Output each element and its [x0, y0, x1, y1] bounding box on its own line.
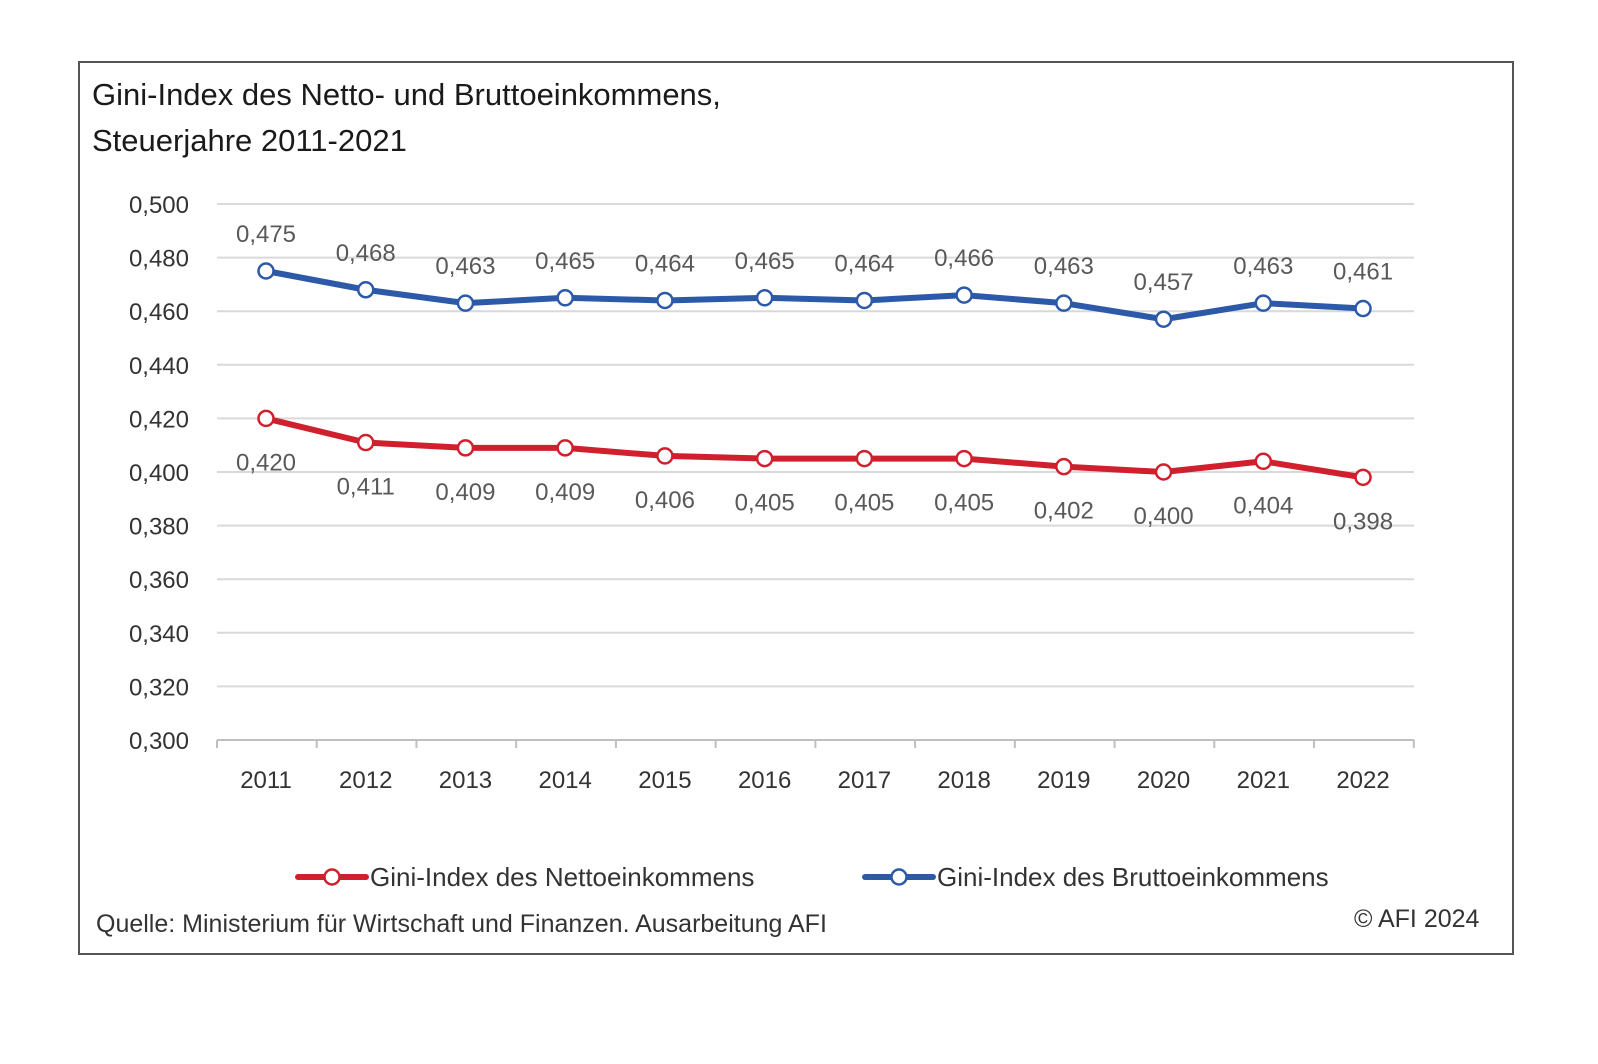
- data-label: 0,405: [834, 490, 894, 517]
- y-axis: 0,300 0,320 0,340 0,360 0,380 0,400 0,420 0,440…: [129, 192, 189, 755]
- copyright-note: © AFI 2024: [1354, 905, 1480, 933]
- data-point: [855, 291, 874, 310]
- x-tick-label: 2015: [638, 767, 691, 794]
- chart-title: Gini-Index des Netto- und Bruttoeinkomme…: [92, 72, 721, 164]
- data-label: 0,405: [934, 490, 994, 517]
- data-point: [755, 449, 774, 468]
- y-tick-label: 0,500: [129, 192, 189, 219]
- legend-marker-swatch: [890, 868, 908, 886]
- y-tick-label: 0,380: [129, 514, 189, 541]
- y-tick-label: 0,460: [129, 299, 189, 326]
- y-tick-label: 0,300: [129, 728, 189, 755]
- data-label: 0,461: [1333, 259, 1393, 286]
- data-label: 0,420: [236, 449, 296, 476]
- x-tick-label: 2014: [538, 767, 591, 794]
- data-labels: 0,420 0,411 0,409 0,409 0,406 0,405 0,405 0,405…: [236, 221, 1393, 535]
- y-tick-label: 0,480: [129, 246, 189, 273]
- data-point: [656, 291, 674, 310]
- data-point: [356, 281, 375, 299]
- x-tick-label: 2020: [1137, 767, 1190, 794]
- data-label: 0,411: [337, 474, 395, 501]
- data-label: 0,409: [535, 479, 595, 506]
- chart-frame: [78, 61, 1514, 955]
- data-label: 0,463: [435, 253, 495, 280]
- y-tick-label: 0,320: [129, 674, 189, 701]
- data-label: 0,463: [1034, 253, 1094, 280]
- data-label: 0,475: [236, 221, 296, 248]
- y-tick-label: 0,440: [129, 353, 189, 380]
- x-tick-label: 2013: [439, 767, 492, 794]
- legend[interactable]: Gini-Index des Nettoeinkommens Gini-Index…: [295, 862, 1329, 892]
- x-tick-label: 2022: [1336, 767, 1389, 794]
- y-tick-label: 0,360: [129, 567, 189, 594]
- data-label: 0,402: [1034, 498, 1094, 525]
- data-point: [456, 439, 475, 457]
- data-label: 0,400: [1134, 503, 1194, 530]
- data-label: 0,405: [735, 490, 795, 517]
- x-axis: 2011 2012 2013 2014 2015 2016 2017 2018 2019 2020…: [216, 740, 1415, 794]
- data-label: 0,466: [934, 245, 994, 272]
- data-point: [1055, 457, 1073, 476]
- data-label: 0,463: [1233, 253, 1293, 280]
- data-point: [456, 294, 475, 312]
- data-point: [755, 289, 774, 307]
- chart-title-line-2: Steuerjahre 2011-2021: [92, 123, 407, 158]
- data-label: 0,406: [635, 487, 695, 514]
- series-line: [263, 415, 1367, 481]
- data-point: [356, 433, 375, 452]
- x-tick-label: 2016: [738, 767, 791, 794]
- series-group: [257, 262, 1372, 487]
- series-line: [263, 268, 1367, 323]
- y-tick-label: 0,400: [129, 460, 189, 487]
- legend-label: Gini-Index des Nettoeinkommens: [370, 862, 754, 892]
- data-point: [257, 262, 275, 280]
- data-label: 0,404: [1233, 492, 1293, 519]
- data-point: [1254, 294, 1273, 312]
- data-point: [1154, 310, 1173, 328]
- data-point: [556, 289, 574, 307]
- data-label: 0,468: [336, 240, 396, 267]
- y-tick-label: 0,420: [129, 406, 189, 433]
- data-point: [955, 449, 973, 468]
- data-point: [955, 286, 973, 304]
- legend-item[interactable]: Gini-Index des Nettoeinkommens: [295, 862, 754, 892]
- data-label: 0,409: [435, 479, 495, 506]
- data-point: [1154, 463, 1173, 481]
- data-point: [1354, 299, 1372, 318]
- legend-marker-swatch: [323, 868, 341, 886]
- legend-item[interactable]: Gini-Index des Bruttoeinkommens: [862, 862, 1329, 892]
- x-tick-label: 2019: [1037, 767, 1090, 794]
- data-label: 0,457: [1134, 269, 1194, 296]
- x-tick-label: 2018: [937, 767, 990, 794]
- chart-title-line-1: Gini-Index des Netto- und Bruttoeinkomme…: [92, 77, 721, 112]
- x-tick-label: 2012: [339, 767, 392, 794]
- x-tick-label: 2011: [240, 767, 292, 794]
- data-point: [656, 447, 674, 465]
- data-point: [257, 409, 275, 428]
- gridlines: [217, 203, 1414, 741]
- data-point: [855, 449, 874, 468]
- data-point: [1254, 452, 1273, 471]
- source-note: Quelle: Ministerium für Wirtschaft und F…: [96, 910, 827, 938]
- x-tick-label: 2021: [1237, 767, 1290, 794]
- data-label: 0,465: [735, 248, 795, 275]
- data-label: 0,465: [535, 248, 595, 275]
- x-tick-label: 2017: [838, 767, 891, 794]
- legend-label: Gini-Index des Bruttoeinkommens: [937, 862, 1329, 892]
- data-point: [1354, 468, 1372, 487]
- data-point: [1055, 294, 1073, 312]
- data-label: 0,464: [635, 250, 695, 277]
- data-point: [556, 439, 574, 457]
- y-tick-label: 0,340: [129, 621, 189, 648]
- data-label: 0,464: [834, 250, 894, 277]
- data-label: 0,398: [1333, 508, 1393, 535]
